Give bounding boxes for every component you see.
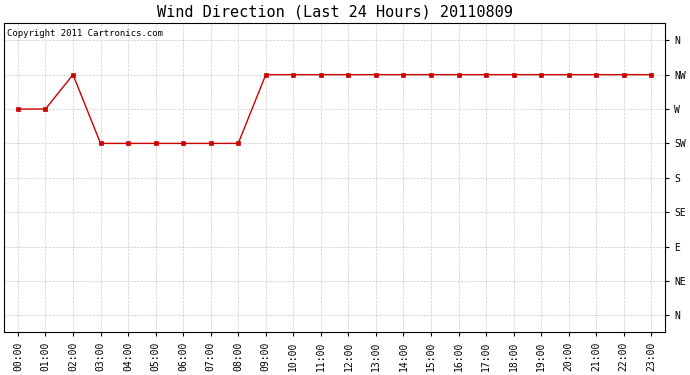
- Title: Wind Direction (Last 24 Hours) 20110809: Wind Direction (Last 24 Hours) 20110809: [157, 4, 513, 19]
- Text: Copyright 2011 Cartronics.com: Copyright 2011 Cartronics.com: [8, 29, 164, 38]
